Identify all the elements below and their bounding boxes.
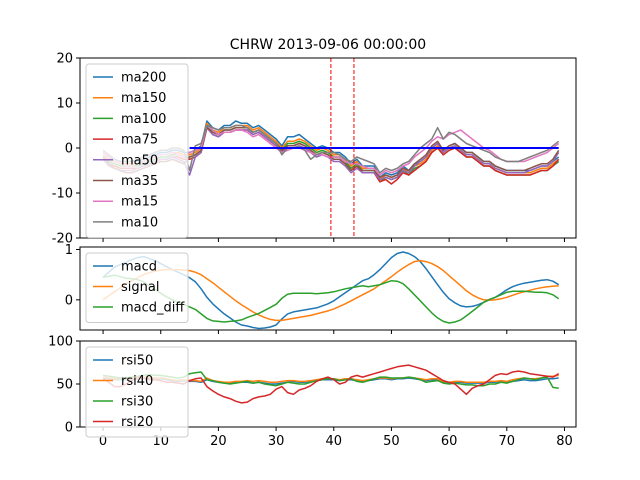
legend-label: ma50 (121, 153, 158, 168)
legend-label: rsi40 (121, 374, 153, 389)
x-tick-label: 20 (210, 434, 227, 449)
y-tick-label: 20 (56, 52, 73, 67)
x-tick-label: 10 (152, 434, 169, 449)
macd-panel-ticks: 01 (65, 243, 565, 334)
legend-label: ma100 (121, 112, 166, 127)
legend-label: ma150 (121, 91, 166, 106)
legend-label: rsi30 (121, 395, 153, 410)
x-tick-label: 60 (441, 434, 458, 449)
legend-box (85, 346, 189, 438)
y-tick-label: 0 (65, 142, 73, 157)
rsi-panel-legend: rsi50 rsi40 rsi30 rsi20 (85, 346, 189, 438)
x-tick-label: 50 (383, 434, 400, 449)
ma-panel-legend: ma200 ma150 ma100 ma75 ma50 ma35 ma15 ma10 (85, 63, 189, 239)
x-tick-label: 30 (268, 434, 285, 449)
x-tick-label: 70 (499, 434, 516, 449)
macd-panel-frame (79, 246, 577, 331)
y-tick-label: 10 (56, 97, 73, 112)
x-tick-label: 80 (556, 434, 573, 449)
ma-panel-frame (79, 57, 577, 239)
y-tick-label: -10 (52, 187, 73, 202)
y-tick-label: 1 (65, 243, 73, 258)
x-tick-label: 0 (99, 434, 107, 449)
legend-label: ma75 (121, 133, 158, 148)
legend-label: ma35 (121, 174, 158, 189)
y-tick-label: -20 (52, 232, 73, 247)
legend-label: ma200 (121, 71, 166, 86)
legend-label: macd_diff (121, 301, 185, 316)
x-tick-label: 40 (325, 434, 342, 449)
rsi-panel-ticks: 0 50 100 0 10 20 30 40 50 60 70 80 (48, 335, 573, 450)
legend-label: ma10 (121, 215, 158, 230)
legend-box (85, 63, 189, 239)
legend-label: macd (121, 260, 157, 275)
legend-label: rsi50 (121, 354, 153, 369)
figure-title: CHRW 2013-09-06 00:00:00 (230, 37, 426, 53)
legend-label: rsi20 (121, 415, 153, 430)
y-tick-label: 50 (56, 378, 73, 393)
ma-panel-ticks: -20 -10 0 10 20 (52, 52, 565, 247)
legend-label: ma15 (121, 195, 158, 210)
legend-box (85, 252, 189, 323)
y-tick-label: 0 (65, 293, 73, 308)
y-tick-label: 0 (65, 421, 73, 436)
y-tick-label: 100 (48, 335, 73, 350)
macd-panel-legend: macd signal macd_diff (85, 252, 189, 323)
rsi-panel-frame (79, 340, 577, 428)
legend-label: signal (121, 280, 159, 295)
